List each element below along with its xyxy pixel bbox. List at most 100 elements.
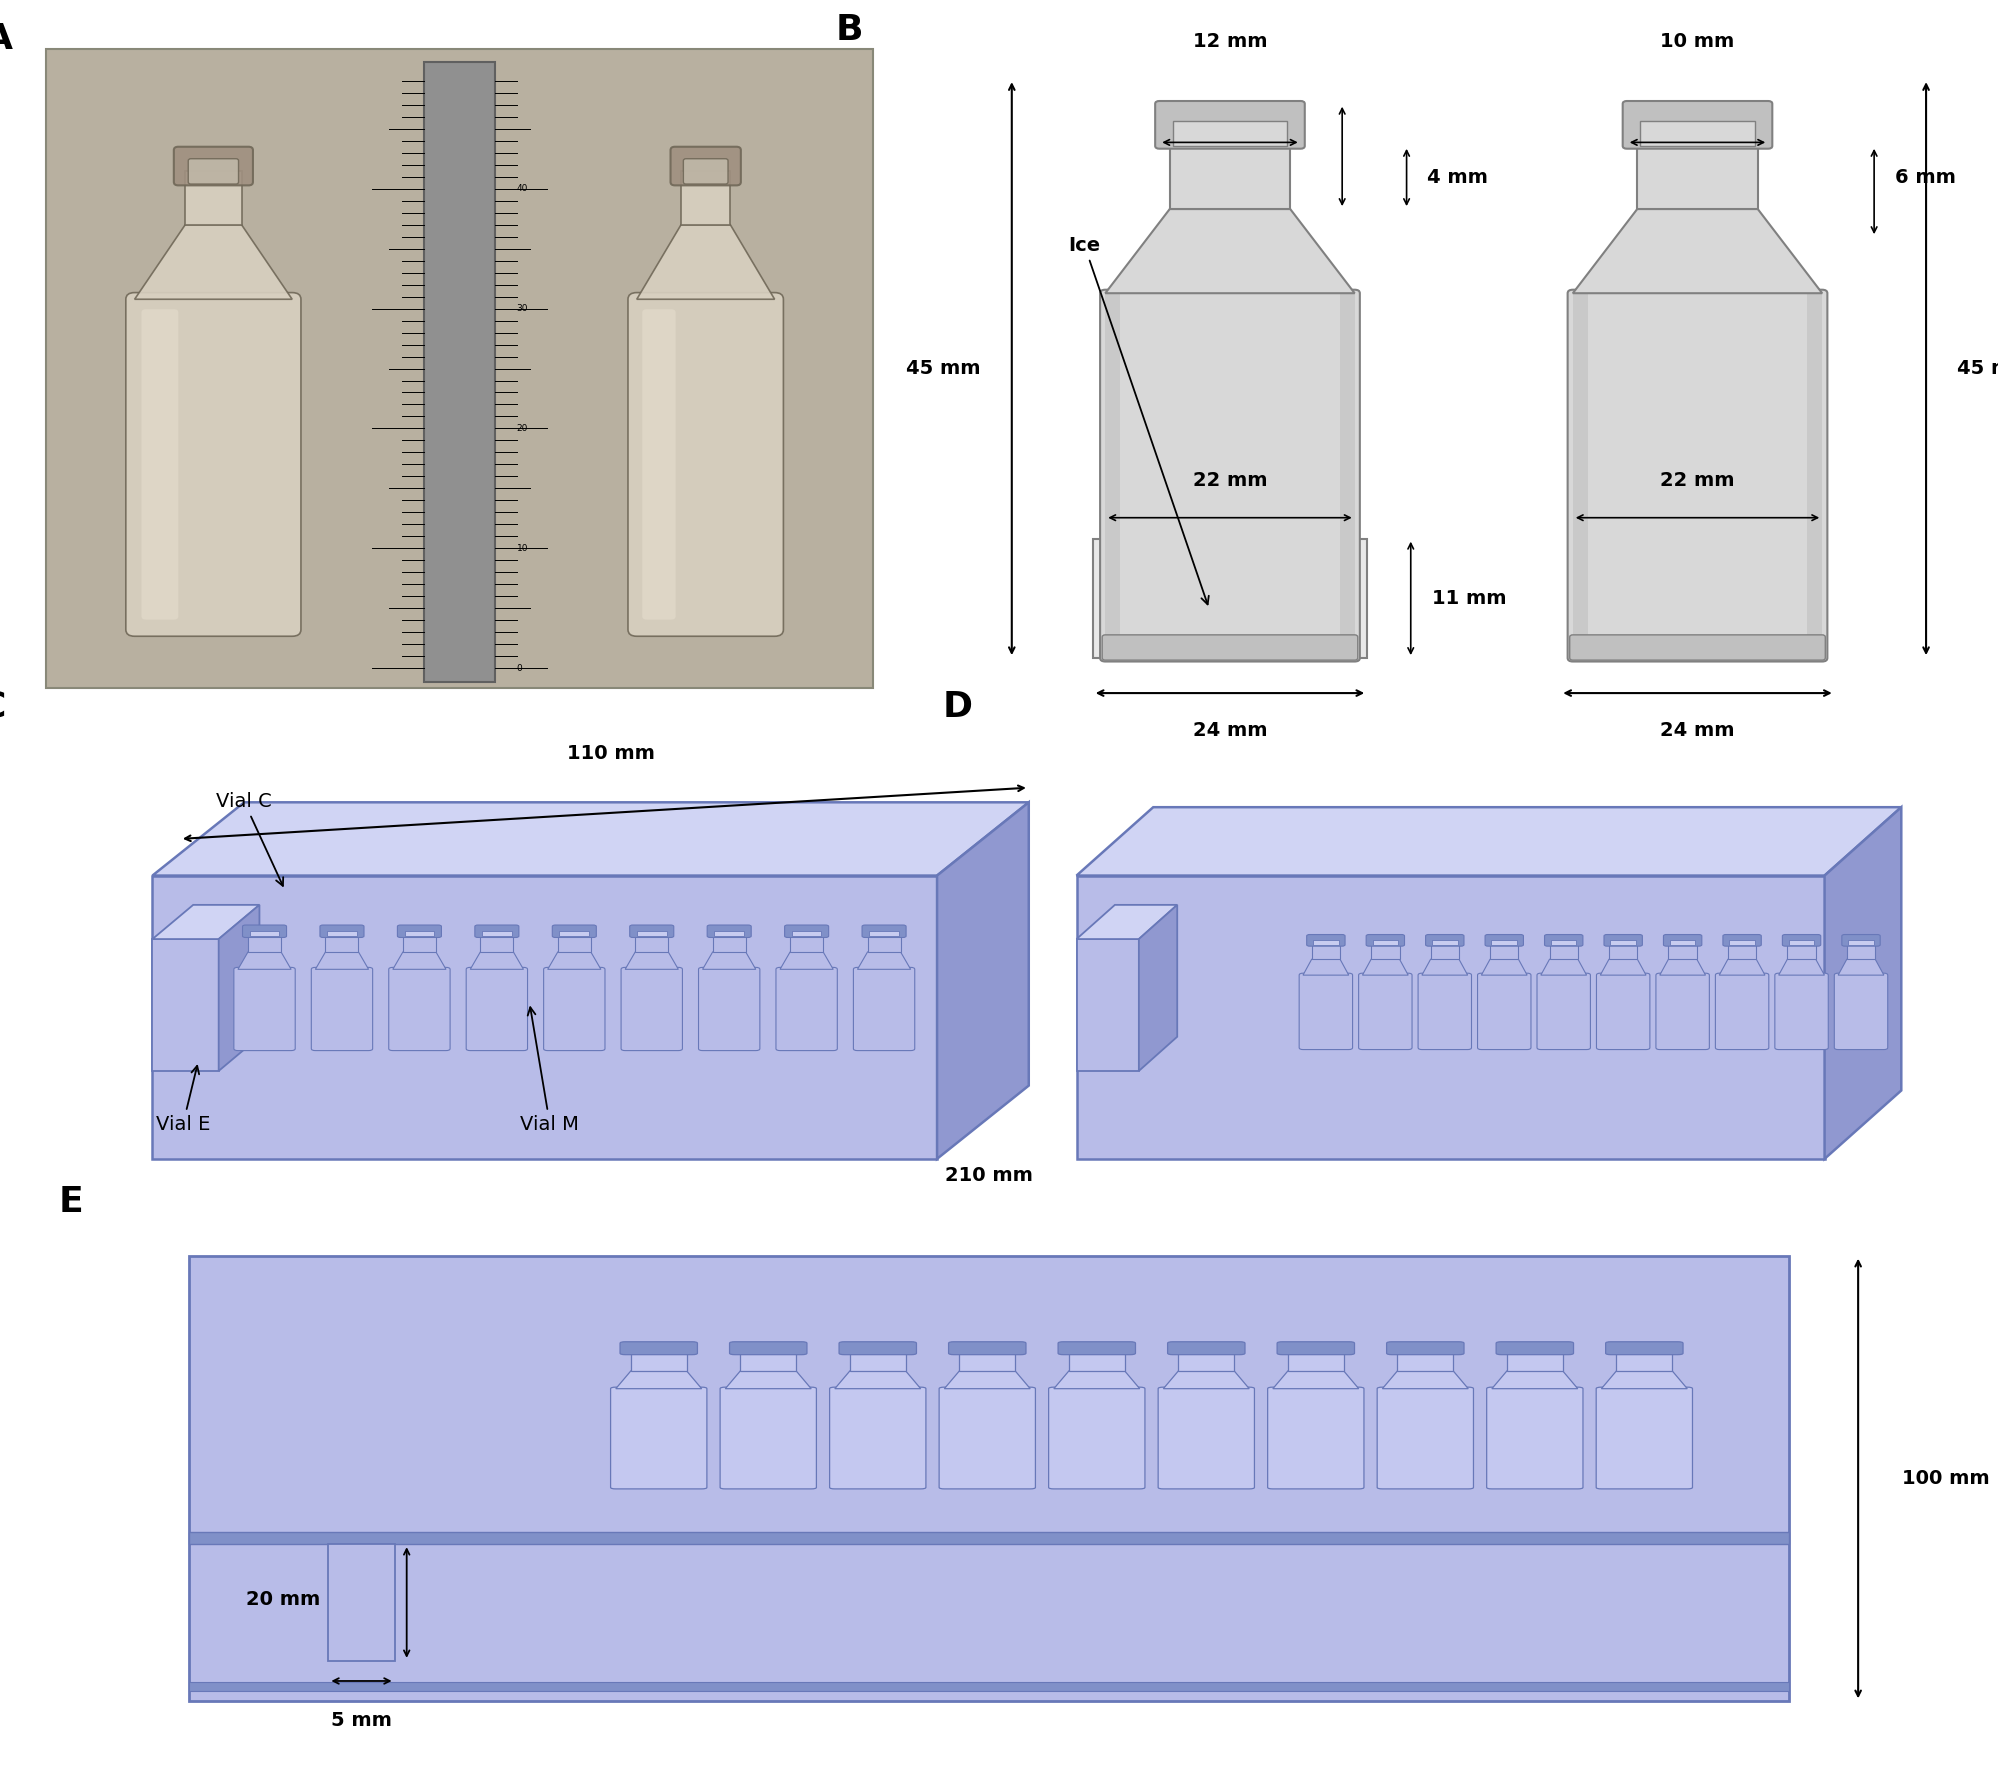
FancyBboxPatch shape xyxy=(312,968,374,1051)
FancyBboxPatch shape xyxy=(142,309,178,620)
FancyBboxPatch shape xyxy=(671,147,741,185)
FancyBboxPatch shape xyxy=(1049,1387,1145,1488)
FancyBboxPatch shape xyxy=(1387,1341,1465,1355)
FancyBboxPatch shape xyxy=(683,158,727,185)
FancyBboxPatch shape xyxy=(635,936,667,952)
FancyBboxPatch shape xyxy=(1173,121,1287,146)
Text: D: D xyxy=(943,691,973,725)
FancyBboxPatch shape xyxy=(1491,945,1518,959)
Polygon shape xyxy=(1303,959,1349,975)
Text: 11 mm: 11 mm xyxy=(1431,590,1506,607)
FancyBboxPatch shape xyxy=(1289,1353,1345,1371)
Polygon shape xyxy=(1423,959,1469,975)
Text: 100 mm: 100 mm xyxy=(1902,1469,1990,1488)
FancyBboxPatch shape xyxy=(404,931,434,936)
FancyBboxPatch shape xyxy=(853,968,915,1051)
FancyBboxPatch shape xyxy=(1427,934,1465,947)
FancyBboxPatch shape xyxy=(1608,945,1636,959)
FancyBboxPatch shape xyxy=(1077,876,1824,1160)
FancyBboxPatch shape xyxy=(1487,1387,1582,1488)
FancyBboxPatch shape xyxy=(551,925,595,938)
FancyBboxPatch shape xyxy=(1479,973,1530,1050)
FancyBboxPatch shape xyxy=(1668,945,1696,959)
Polygon shape xyxy=(152,906,260,940)
FancyBboxPatch shape xyxy=(1485,934,1522,947)
Text: 10: 10 xyxy=(517,543,527,552)
FancyBboxPatch shape xyxy=(869,931,899,936)
FancyBboxPatch shape xyxy=(1656,973,1710,1050)
FancyBboxPatch shape xyxy=(174,147,254,185)
FancyBboxPatch shape xyxy=(1431,945,1459,959)
Text: A: A xyxy=(0,23,12,57)
Polygon shape xyxy=(238,952,292,970)
Polygon shape xyxy=(470,952,523,970)
Polygon shape xyxy=(316,952,368,970)
Text: 40: 40 xyxy=(517,185,527,194)
FancyBboxPatch shape xyxy=(234,968,296,1051)
FancyBboxPatch shape xyxy=(559,931,589,936)
Polygon shape xyxy=(857,952,911,970)
Polygon shape xyxy=(1572,210,1822,293)
Polygon shape xyxy=(1273,1371,1359,1389)
Polygon shape xyxy=(1383,1371,1469,1389)
Polygon shape xyxy=(1053,1371,1139,1389)
Text: C: C xyxy=(0,691,6,725)
Polygon shape xyxy=(625,952,679,970)
FancyBboxPatch shape xyxy=(1491,940,1516,945)
FancyBboxPatch shape xyxy=(326,936,358,952)
FancyBboxPatch shape xyxy=(939,1387,1035,1488)
FancyBboxPatch shape xyxy=(861,925,907,938)
Text: 22 mm: 22 mm xyxy=(1193,471,1267,490)
FancyBboxPatch shape xyxy=(729,1341,807,1355)
Polygon shape xyxy=(1163,1371,1249,1389)
Polygon shape xyxy=(1600,959,1646,975)
FancyBboxPatch shape xyxy=(404,936,436,952)
FancyBboxPatch shape xyxy=(791,931,821,936)
FancyBboxPatch shape xyxy=(328,1545,394,1661)
FancyBboxPatch shape xyxy=(867,936,901,952)
FancyBboxPatch shape xyxy=(1670,940,1696,945)
Text: 210 mm: 210 mm xyxy=(945,1167,1033,1185)
Polygon shape xyxy=(1077,808,1902,876)
Polygon shape xyxy=(615,1371,701,1389)
Polygon shape xyxy=(637,226,775,300)
FancyBboxPatch shape xyxy=(1606,1341,1682,1355)
Text: Vial E: Vial E xyxy=(156,1066,210,1133)
FancyBboxPatch shape xyxy=(1572,293,1588,659)
FancyBboxPatch shape xyxy=(152,876,937,1160)
FancyBboxPatch shape xyxy=(619,1341,697,1355)
FancyBboxPatch shape xyxy=(152,940,218,1071)
Text: 20: 20 xyxy=(517,424,527,433)
FancyBboxPatch shape xyxy=(959,1353,1015,1371)
FancyBboxPatch shape xyxy=(1397,1353,1453,1371)
FancyBboxPatch shape xyxy=(1506,1353,1562,1371)
FancyBboxPatch shape xyxy=(1622,101,1772,149)
FancyBboxPatch shape xyxy=(1722,934,1762,947)
FancyBboxPatch shape xyxy=(1179,1353,1235,1371)
FancyBboxPatch shape xyxy=(1377,1387,1473,1488)
Polygon shape xyxy=(1363,959,1409,975)
FancyBboxPatch shape xyxy=(1716,973,1768,1050)
FancyBboxPatch shape xyxy=(1307,934,1345,947)
FancyBboxPatch shape xyxy=(1568,289,1828,661)
FancyBboxPatch shape xyxy=(1101,289,1361,661)
FancyBboxPatch shape xyxy=(1267,1387,1365,1488)
FancyBboxPatch shape xyxy=(328,931,358,936)
Polygon shape xyxy=(218,906,260,1071)
FancyBboxPatch shape xyxy=(1782,934,1820,947)
FancyBboxPatch shape xyxy=(1105,293,1121,659)
FancyBboxPatch shape xyxy=(1313,940,1339,945)
Text: 24 mm: 24 mm xyxy=(1660,721,1734,741)
FancyBboxPatch shape xyxy=(390,968,450,1051)
FancyBboxPatch shape xyxy=(1359,973,1413,1050)
FancyBboxPatch shape xyxy=(1059,1341,1135,1355)
Text: 45 mm: 45 mm xyxy=(907,359,981,378)
FancyBboxPatch shape xyxy=(1155,101,1305,149)
Text: B: B xyxy=(835,12,863,46)
Polygon shape xyxy=(937,803,1029,1160)
FancyBboxPatch shape xyxy=(1640,121,1754,146)
FancyBboxPatch shape xyxy=(186,172,242,226)
Polygon shape xyxy=(1077,906,1177,940)
Polygon shape xyxy=(703,952,755,970)
Text: 30: 30 xyxy=(517,304,527,313)
